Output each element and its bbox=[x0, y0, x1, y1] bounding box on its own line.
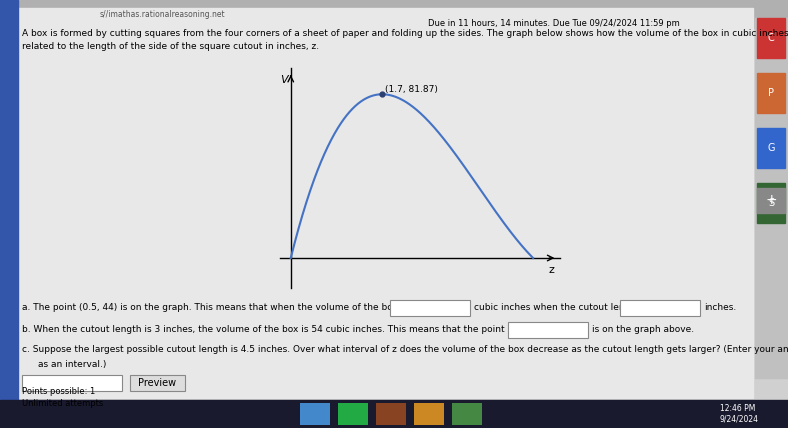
Text: related to the length of the side of the square cutout in inches, z.: related to the length of the side of the… bbox=[22, 42, 319, 51]
Text: Preview: Preview bbox=[139, 378, 177, 388]
Bar bbox=[390, 300, 470, 316]
Text: a. The point (0.5, 44) is on the graph. This means that when the volume of the b: a. The point (0.5, 44) is on the graph. … bbox=[22, 303, 408, 312]
Text: b. When the cutout length is 3 inches, the volume of the box is 54 cubic inches.: b. When the cutout length is 3 inches, t… bbox=[22, 326, 504, 335]
Bar bbox=[452, 403, 482, 425]
Text: G: G bbox=[768, 143, 775, 153]
Text: A box is formed by cutting squares from the four corners of a sheet of paper and: A box is formed by cutting squares from … bbox=[22, 29, 788, 38]
Bar bbox=[130, 375, 185, 391]
Bar bbox=[757, 183, 785, 223]
Bar bbox=[755, 18, 788, 378]
Text: S: S bbox=[768, 198, 774, 208]
Text: cubic inches when the cutout length is: cubic inches when the cutout length is bbox=[474, 303, 650, 312]
Bar bbox=[376, 403, 406, 425]
Bar bbox=[0, 0, 788, 28]
Text: 12:46 PM
9/24/2024: 12:46 PM 9/24/2024 bbox=[720, 404, 759, 424]
Text: Points possible: 1: Points possible: 1 bbox=[22, 387, 95, 396]
Text: c. Suppose the largest possible cutout length is 4.5 inches. Over what interval : c. Suppose the largest possible cutout l… bbox=[22, 345, 788, 354]
Bar bbox=[300, 403, 330, 425]
Text: (1.7, 81.87): (1.7, 81.87) bbox=[385, 85, 438, 94]
Text: C: C bbox=[768, 33, 775, 43]
Text: P: P bbox=[768, 88, 774, 98]
Bar bbox=[757, 188, 785, 213]
Bar bbox=[757, 128, 785, 168]
Text: s//imathas.rationalreasoning.net: s//imathas.rationalreasoning.net bbox=[100, 9, 225, 18]
Text: inches.: inches. bbox=[704, 303, 736, 312]
Bar bbox=[757, 18, 785, 58]
Bar bbox=[22, 375, 122, 391]
Text: is on the graph above.: is on the graph above. bbox=[592, 326, 694, 335]
Bar bbox=[414, 403, 444, 425]
Bar bbox=[0, 400, 788, 428]
Bar bbox=[0, 0, 18, 428]
Bar bbox=[757, 73, 785, 113]
Text: V: V bbox=[281, 75, 288, 85]
Bar bbox=[338, 403, 368, 425]
Text: Unlimited attempts: Unlimited attempts bbox=[22, 399, 103, 408]
Text: as an interval.): as an interval.) bbox=[38, 360, 106, 369]
Bar bbox=[508, 322, 588, 338]
Text: +: + bbox=[765, 193, 777, 207]
Text: z: z bbox=[549, 265, 555, 275]
Text: Due in 11 hours, 14 minutes. Due Tue 09/24/2024 11:59 pm: Due in 11 hours, 14 minutes. Due Tue 09/… bbox=[428, 18, 680, 27]
Bar bbox=[620, 300, 700, 316]
